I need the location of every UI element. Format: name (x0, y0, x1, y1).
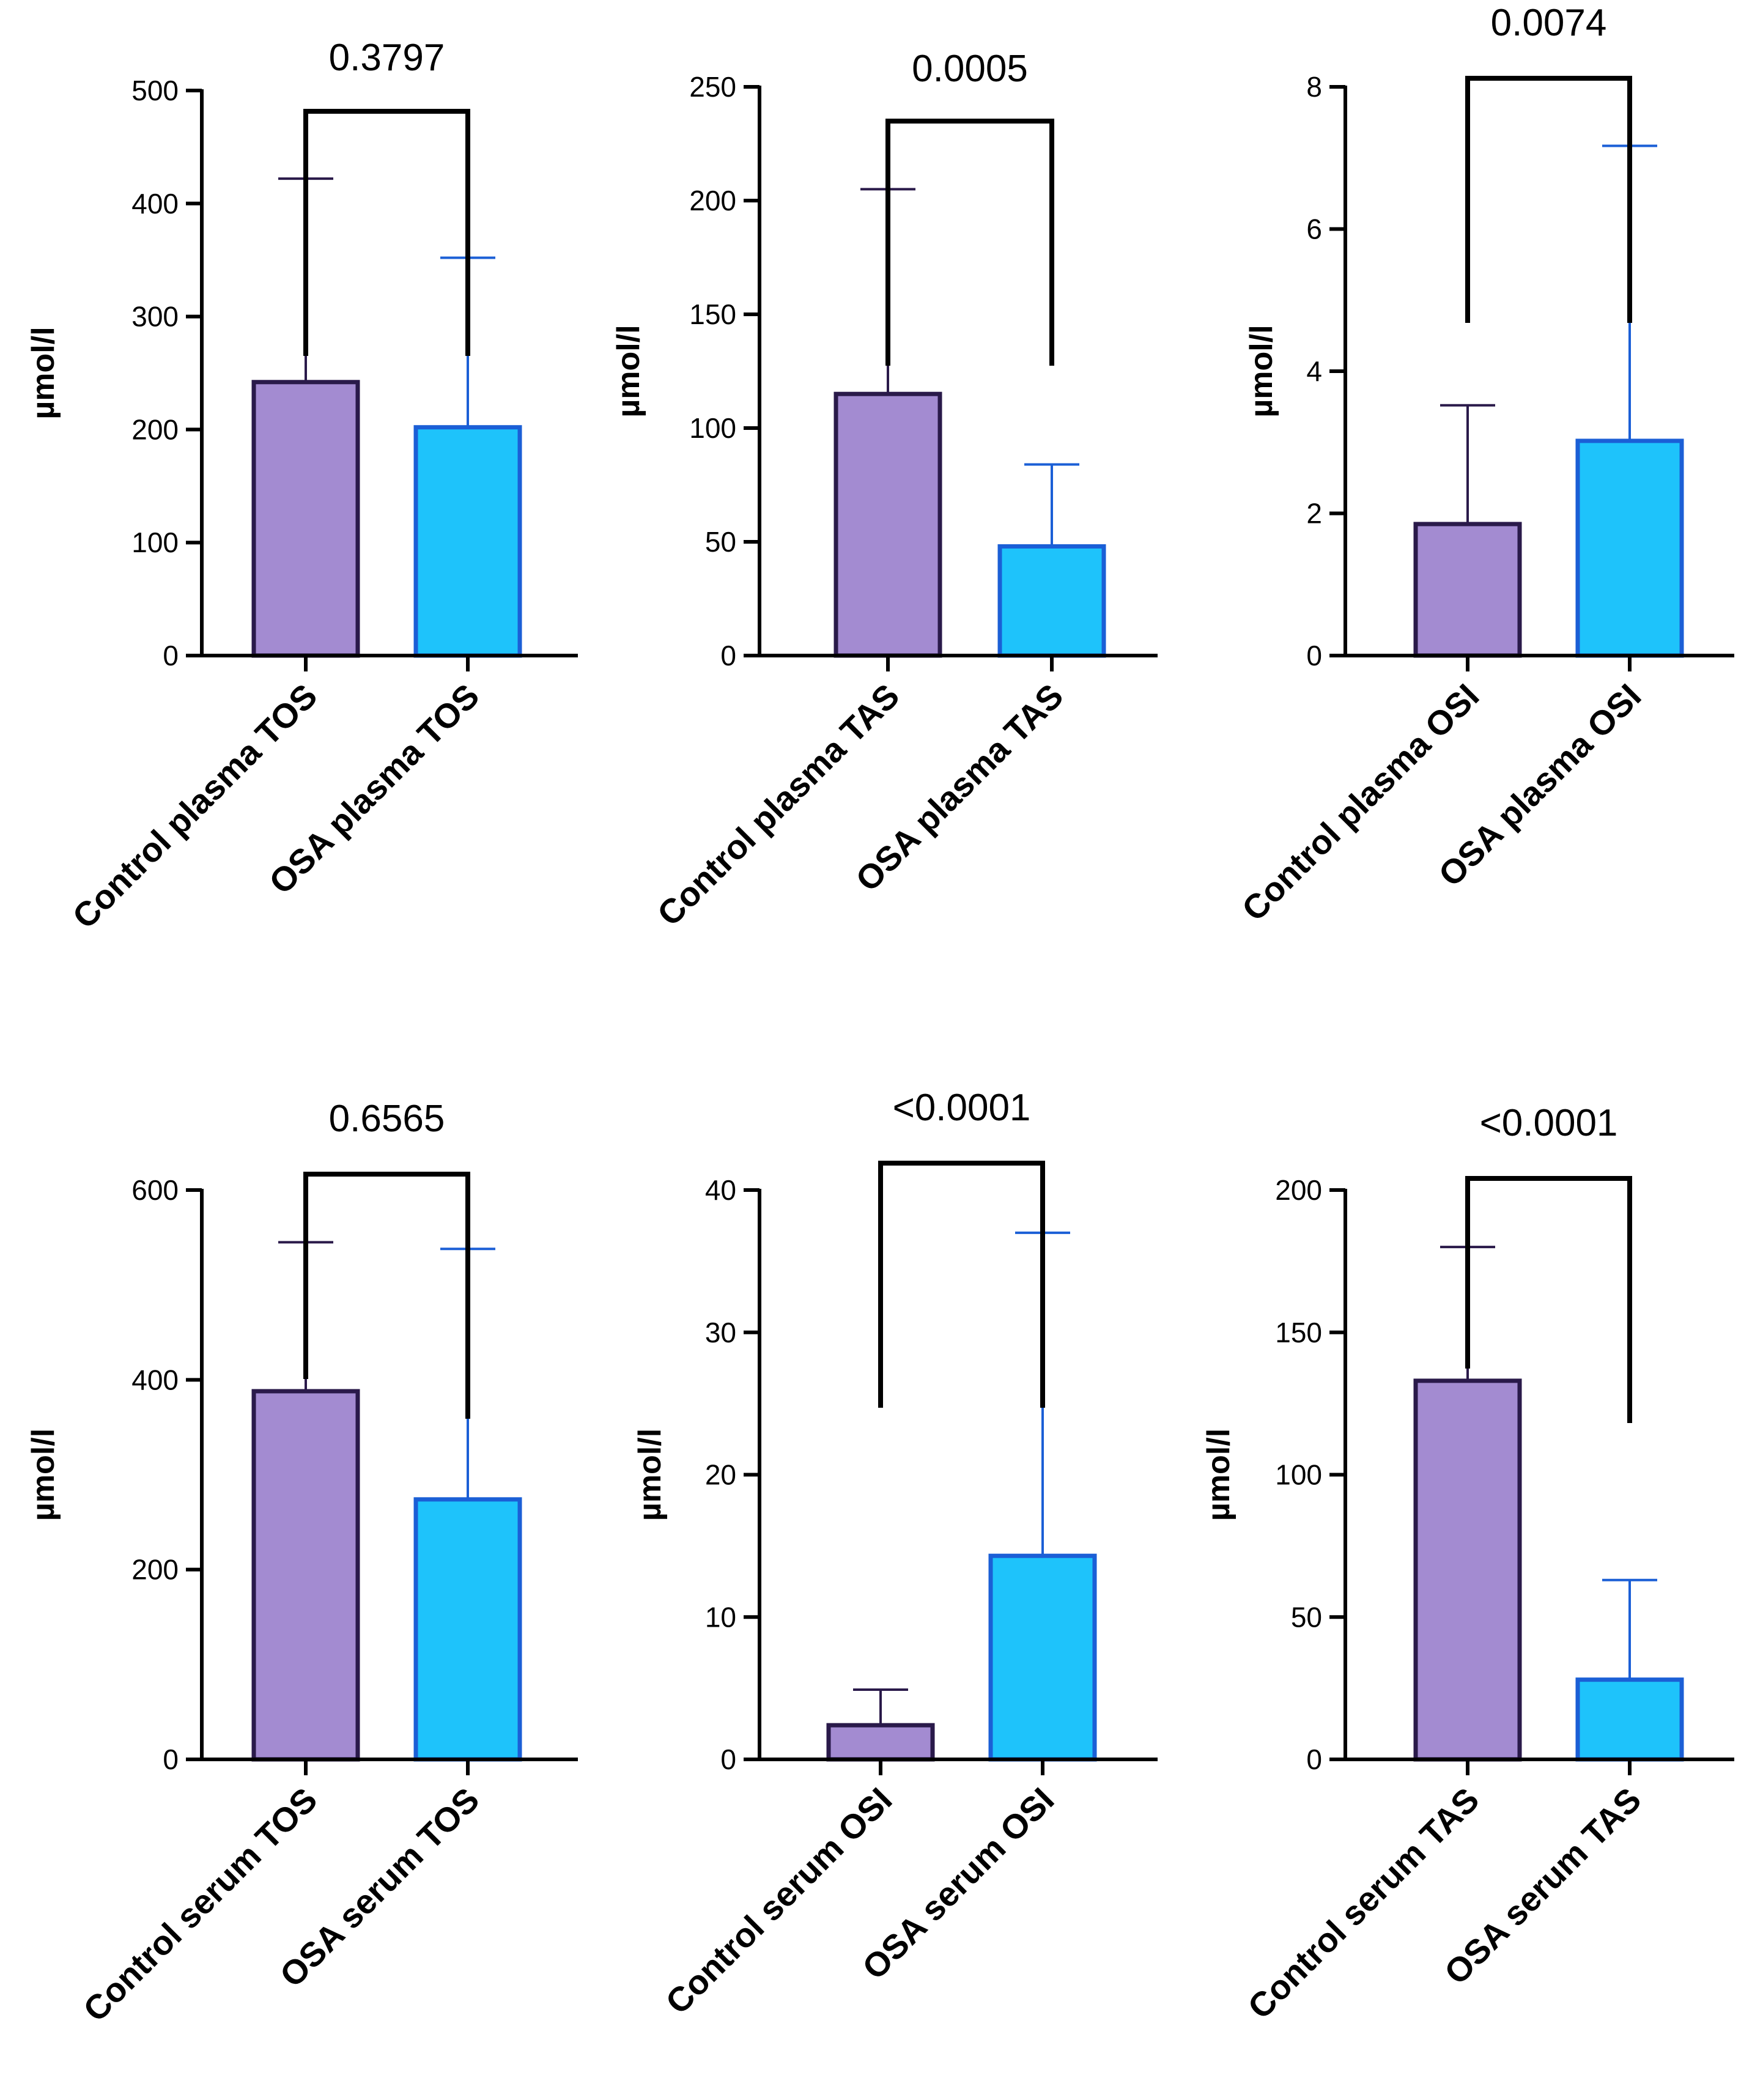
osa-bar (1575, 438, 1684, 658)
osa-bar (413, 425, 522, 658)
control-bar (826, 1723, 935, 1762)
y-tick-label: 100 (131, 527, 179, 558)
x-category-label: Control plasma TAS (649, 676, 906, 933)
x-category-label: Control serum TAS (1240, 1780, 1486, 2026)
y-tick-label: 0 (720, 1743, 736, 1775)
y-axis-label: µmol/l (26, 327, 61, 419)
y-axis-label: µmol/l (611, 325, 646, 417)
x-category-label: Control serum TOS (76, 1780, 325, 2029)
y-tick-label: 400 (131, 188, 179, 220)
osa-bar (988, 1553, 1097, 1762)
y-tick-label: 200 (689, 185, 736, 216)
y-tick-label: 100 (1275, 1459, 1322, 1491)
p-value-label: <0.0001 (1480, 1102, 1618, 1144)
significance-bracket (303, 1172, 470, 1419)
y-tick-label: 200 (131, 413, 179, 445)
p-value-label: 0.6565 (329, 1098, 445, 1140)
y-tick-label: 400 (131, 1364, 179, 1396)
y-axis-label: µmol/l (1201, 1429, 1236, 1521)
y-tick-label: 40 (705, 1174, 736, 1206)
significance-bracket (885, 119, 1054, 366)
y-axis-label: µmol/l (632, 1429, 668, 1521)
y-tick-label: 2 (1306, 498, 1322, 530)
x-category-label: Control plasma OSI (1234, 676, 1486, 928)
y-tick-label: 0 (163, 1743, 179, 1775)
significance-bracket (1465, 76, 1632, 323)
y-tick-label: 600 (131, 1174, 179, 1206)
y-tick-label: 30 (705, 1317, 736, 1348)
y-axis-label: µmol/l (26, 1429, 61, 1521)
y-tick-label: 150 (689, 298, 736, 330)
significance-bracket (303, 109, 470, 356)
control-bar (1413, 1378, 1522, 1762)
p-value-label: 0.0005 (912, 48, 1028, 90)
osa-bar (1575, 1677, 1684, 1762)
y-tick-label: 0 (1306, 640, 1322, 671)
y-tick-label: 8 (1306, 71, 1322, 103)
p-value-label: 0.3797 (329, 37, 445, 79)
p-value-label: 0.0074 (1491, 2, 1607, 44)
y-tick-label: 200 (1275, 1174, 1322, 1206)
y-tick-label: 4 (1306, 355, 1322, 387)
y-tick-label: 50 (1291, 1601, 1322, 1633)
y-tick-label: 150 (1275, 1317, 1322, 1348)
control-bar (251, 1389, 360, 1762)
y-tick-label: 6 (1306, 213, 1322, 245)
x-category-label: Control serum OSI (658, 1780, 899, 2021)
significance-bracket (878, 1161, 1045, 1408)
osa-bar (413, 1497, 522, 1762)
control-bar (251, 380, 360, 658)
y-tick-label: 20 (705, 1459, 736, 1491)
y-tick-label: 0 (163, 640, 179, 671)
control-bar (833, 391, 942, 658)
y-tick-label: 300 (131, 301, 179, 333)
y-tick-label: 250 (689, 71, 736, 103)
y-tick-label: 0 (720, 640, 736, 671)
y-axis-label: µmol/l (1244, 325, 1279, 417)
y-tick-label: 200 (131, 1554, 179, 1586)
p-value-label: <0.0001 (893, 1087, 1031, 1129)
y-tick-label: 500 (131, 75, 179, 106)
significance-bracket (1465, 1176, 1632, 1423)
osa-bar (997, 544, 1106, 658)
control-bar (1413, 522, 1522, 658)
y-tick-label: 0 (1306, 1743, 1322, 1775)
y-tick-label: 50 (705, 526, 736, 558)
y-tick-label: 10 (705, 1601, 736, 1633)
y-tick-label: 100 (689, 412, 736, 444)
